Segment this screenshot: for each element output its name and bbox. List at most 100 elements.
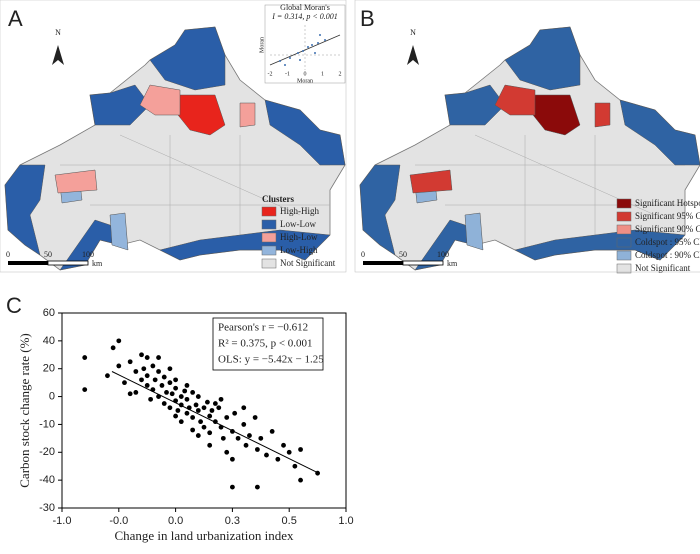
north-label: N	[410, 28, 416, 37]
data-point	[232, 410, 238, 416]
data-point	[298, 447, 303, 452]
data-point	[209, 408, 215, 413]
legend-label: Coldspot : 95% CI	[635, 237, 700, 247]
north-arrow	[407, 45, 419, 65]
data-point	[207, 430, 213, 436]
legend-swatch	[616, 224, 632, 235]
scale-label: 50	[399, 250, 407, 259]
scale-bar	[47, 260, 89, 266]
data-point	[190, 427, 196, 433]
data-point	[173, 385, 179, 391]
legend-swatch	[261, 206, 277, 217]
inset-point	[319, 34, 321, 36]
north-arrow	[52, 45, 64, 65]
data-point	[252, 415, 258, 420]
x-tick-label: -1.0	[53, 515, 72, 527]
y-axis-label: Carbon stock change rate (%)	[17, 333, 32, 488]
data-point	[161, 374, 167, 380]
data-point	[133, 369, 139, 374]
data-point	[122, 380, 127, 386]
y-tick-label: 0	[49, 390, 55, 402]
map-region	[139, 84, 181, 116]
map-region	[149, 26, 226, 91]
data-point	[275, 456, 281, 462]
inset-tick: -2	[268, 71, 273, 77]
inset-fit	[269, 34, 341, 66]
data-point	[286, 449, 292, 455]
y-tick-label: -10	[39, 418, 55, 430]
map-region	[409, 169, 453, 194]
panel-frame	[0, 0, 347, 273]
data-point	[82, 355, 88, 360]
legend-label: Significant 90% CI	[635, 224, 700, 234]
annotation: Pearson's r = −0.612	[218, 322, 308, 334]
data-point	[182, 388, 188, 394]
data-point	[201, 424, 207, 430]
inset-point	[279, 60, 281, 62]
legend-label: High-High	[280, 206, 319, 216]
inset-point	[284, 64, 286, 66]
data-point	[127, 391, 133, 397]
data-point	[173, 377, 179, 383]
map-region	[264, 99, 346, 166]
inset-point	[297, 52, 299, 54]
scale-label: 50	[44, 250, 52, 259]
map-region	[4, 164, 46, 256]
annotation: OLS: y = −5.42x − 1.25	[218, 354, 324, 366]
inset-xlabel: Moran	[297, 78, 313, 84]
map-boundary	[119, 134, 301, 216]
data-point	[298, 477, 303, 483]
data-point	[230, 456, 235, 462]
data-point	[152, 377, 158, 383]
data-point	[184, 383, 190, 388]
data-point	[159, 383, 165, 388]
data-point	[178, 419, 184, 425]
inset-point	[307, 46, 309, 48]
map-region	[59, 219, 121, 271]
y-tick-label: 40	[43, 335, 55, 347]
scale-bar	[8, 261, 48, 265]
data-point	[144, 373, 150, 379]
legend-swatch	[261, 219, 277, 230]
legend-swatch	[616, 237, 632, 248]
inset-point	[311, 44, 313, 46]
inset-ylabel: Moran	[259, 37, 265, 53]
data-point	[224, 449, 230, 455]
inset-point	[317, 42, 319, 44]
data-point	[230, 484, 235, 490]
data-point	[150, 363, 156, 369]
x-tick-label: 0.3	[225, 515, 240, 527]
inset-point	[314, 52, 316, 54]
data-point	[175, 408, 181, 413]
annotation: R² = 0.375, p < 0.001	[218, 338, 313, 350]
panel-frame	[354, 0, 700, 273]
data-point	[254, 484, 260, 490]
y-tick-label: -30	[39, 502, 55, 514]
map-region	[54, 169, 98, 194]
annotation-box	[212, 317, 324, 371]
data-point	[243, 442, 249, 448]
map-region	[414, 219, 476, 271]
legend-swatch	[616, 198, 632, 209]
y-tick-label: 60	[43, 307, 55, 319]
legend-label: Low-High	[280, 245, 318, 255]
x-tick-label: 1.0	[338, 515, 353, 527]
panel-label: A	[8, 6, 23, 31]
inset-stat: I = 0.314, p < 0.001	[271, 12, 337, 21]
data-point	[184, 396, 190, 402]
data-point	[247, 433, 252, 438]
data-point	[178, 394, 184, 399]
data-point	[254, 447, 260, 452]
data-point	[269, 428, 275, 434]
map-region	[464, 212, 484, 251]
data-point	[156, 369, 161, 374]
inset-tick: 0	[304, 71, 307, 77]
data-point	[205, 399, 210, 405]
data-point	[241, 405, 247, 411]
data-point	[133, 389, 139, 395]
y-tick-label: -20	[39, 446, 55, 458]
inset-point	[324, 39, 326, 41]
map-region	[514, 229, 686, 261]
